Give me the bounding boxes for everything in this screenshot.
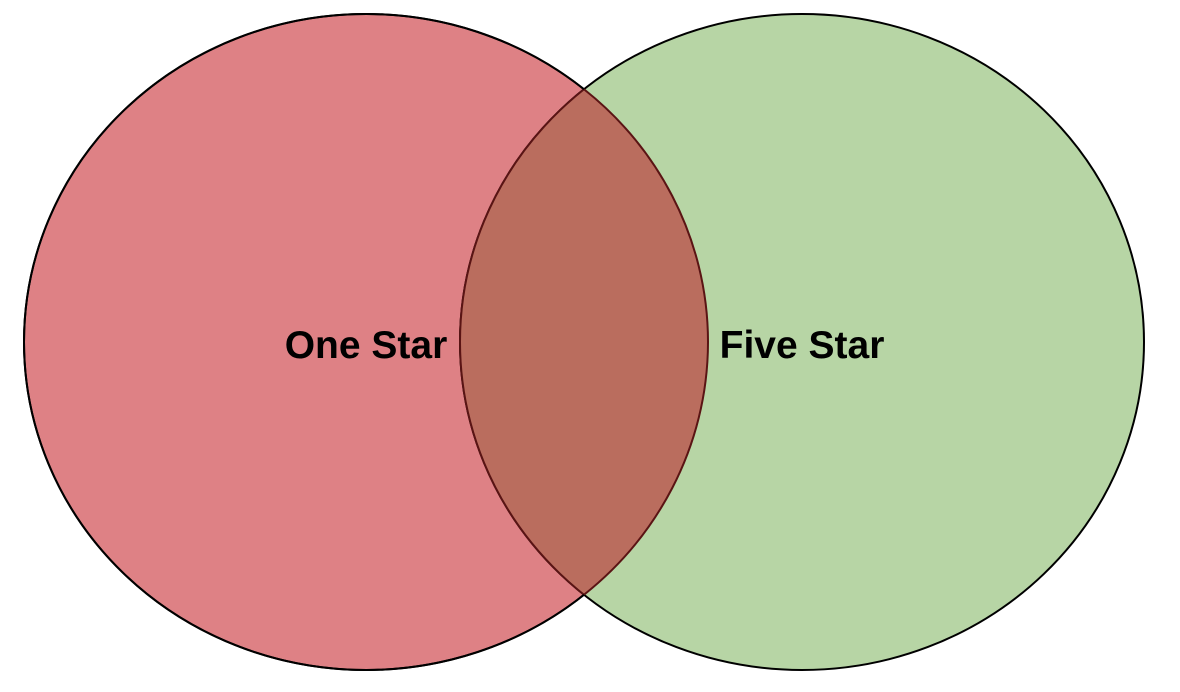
overlap-border-arc xyxy=(459,14,708,670)
five-star-label: Five Star xyxy=(720,324,885,367)
one-star-circle-outline xyxy=(23,13,585,671)
overlap-border-arc xyxy=(583,88,710,596)
overlap-region xyxy=(460,14,708,670)
one-star-label: One Star xyxy=(285,324,448,367)
